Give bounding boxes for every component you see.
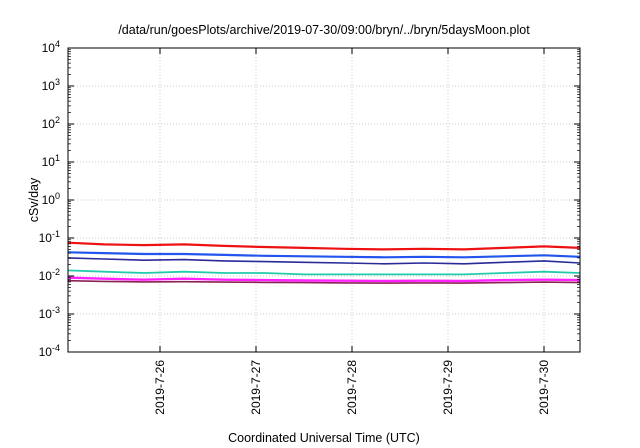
y-tick-label: 102: [42, 115, 60, 131]
series-line-blue: [67, 251, 581, 259]
x-tick-label: 2019-7-26: [153, 360, 167, 415]
x-axis: 2019-7-26 2019-7-27 2019-7-28 2019-7-29 2019…: [153, 48, 551, 415]
series-group: [67, 241, 581, 284]
x-tick-label: 2019-7-27: [249, 360, 263, 415]
series-line-teal: [67, 269, 581, 276]
y-tick-label: 100: [42, 191, 60, 207]
y-tick-label: 10-2: [39, 267, 60, 283]
y-tick-label: 101: [42, 153, 60, 169]
x-tick-label: 2019-7-28: [345, 360, 359, 415]
y-tick-label: 10-3: [39, 305, 60, 321]
y-axis-label: cSv/day: [27, 177, 41, 222]
x-axis-label: Coordinated Universal Time (UTC): [228, 431, 420, 445]
y-tick-label: 104: [42, 39, 60, 55]
y-tick-label: 103: [42, 77, 60, 93]
grid: [68, 48, 580, 352]
series-line-maroon: [67, 279, 581, 284]
series-line-magenta: [67, 276, 581, 283]
x-tick-label: 2019-7-30: [537, 360, 551, 415]
series-line-red: [67, 241, 581, 251]
y-axis: 10-4 10-3 10-2 10-1 100 101 102 103 104: [39, 39, 580, 359]
series-line-navy: [67, 257, 581, 265]
x-tick-label: 2019-7-29: [441, 360, 455, 415]
y-tick-label: 10-4: [39, 343, 60, 359]
chart-title: /data/run/goesPlots/archive/2019-07-30/0…: [118, 23, 530, 37]
y-tick-label: 10-1: [39, 229, 60, 245]
